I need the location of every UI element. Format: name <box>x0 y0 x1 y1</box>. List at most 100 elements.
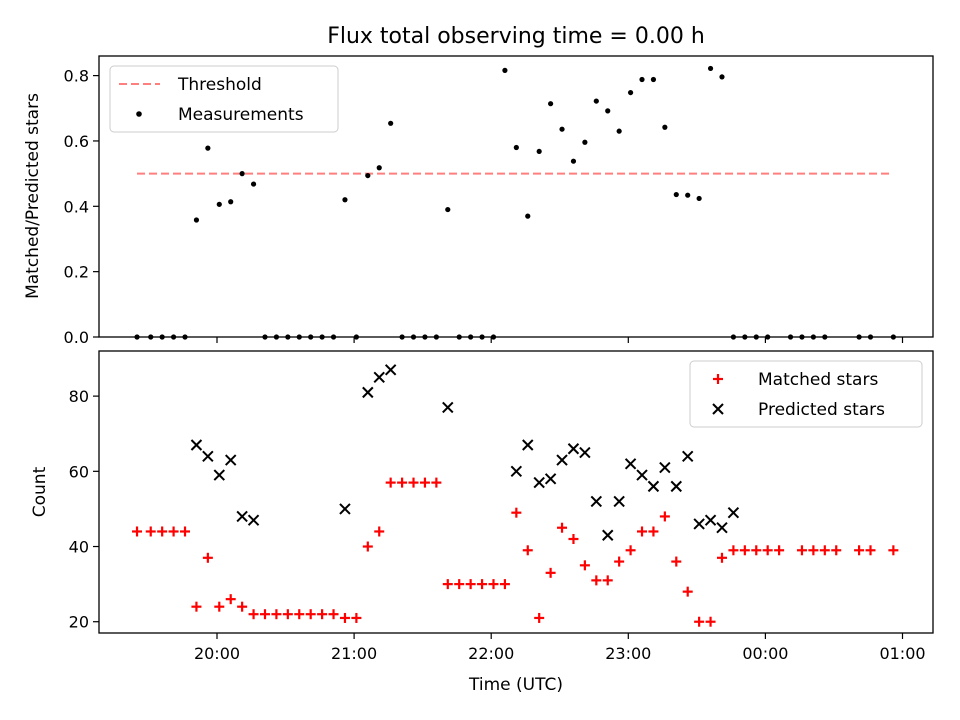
matched-stars-point <box>762 545 773 556</box>
measurement-point <box>616 128 622 134</box>
matched-stars-point <box>648 526 659 537</box>
measurement-point <box>216 201 222 207</box>
matched-stars-point <box>602 575 613 586</box>
predicted-stars-point <box>727 506 740 519</box>
predicted-stars-point <box>670 480 682 493</box>
matched-stars-point <box>328 609 339 620</box>
predicted-stars-point <box>247 514 260 526</box>
y-tick-label: 40 <box>69 538 89 557</box>
predicted-stars-point <box>362 386 374 399</box>
matched-stars-point <box>202 552 213 563</box>
matched-stars-point <box>157 526 168 537</box>
legend-measurements-swatch <box>136 111 142 117</box>
matched-stars-point <box>385 477 396 488</box>
measurement-point <box>525 213 531 219</box>
predicted-stars-point <box>624 458 637 470</box>
predicted-stars-point <box>602 529 614 541</box>
top-axes-frame <box>98 55 934 338</box>
matched-stars-point <box>362 541 373 552</box>
top-legend: Threshold Measurements <box>109 65 339 133</box>
matched-stars-point <box>557 522 568 533</box>
matched-stars-point <box>728 545 739 556</box>
matched-stars-point <box>168 526 179 537</box>
matched-stars-point <box>145 526 156 537</box>
matched-stars-point <box>534 612 545 623</box>
measurement-point <box>365 172 371 179</box>
x-tick-label: 21:00 <box>331 644 377 663</box>
matched-stars-point <box>442 579 453 590</box>
predicted-stars-point <box>556 454 568 466</box>
matched-stars-point <box>751 545 762 556</box>
x-axis-label: Time (UTC) <box>468 675 563 695</box>
measurement-point <box>342 197 348 203</box>
predicted-stars-point <box>190 439 203 451</box>
x-tick-label: 01:00 <box>879 644 925 663</box>
predicted-stars-point <box>693 518 705 530</box>
top-y-axis-label: Matched/Predicted stars <box>23 93 43 299</box>
predicted-stars-point <box>613 495 625 508</box>
legend-matched-swatch <box>713 374 723 384</box>
measurement-point <box>445 206 451 213</box>
predicted-stars-point <box>579 446 591 459</box>
matched-stars-point <box>499 579 510 590</box>
matched-stars-point <box>248 609 259 620</box>
measurement-point <box>685 192 691 198</box>
matched-stars-point <box>831 545 842 556</box>
chart-title: Flux total observing time = 0.00 h <box>327 24 705 49</box>
legend-predicted-swatch <box>712 403 724 415</box>
predicted-stars-point <box>236 510 248 523</box>
y-tick-label: 0.4 <box>64 197 89 216</box>
matched-stars-point <box>488 579 499 590</box>
matched-stars-point <box>854 545 865 556</box>
legend-predicted-label: Predicted stars <box>758 400 885 420</box>
matched-stars-point <box>637 526 648 537</box>
matched-stars-point <box>132 526 143 537</box>
matched-stars-point <box>408 477 419 488</box>
matched-stars-point <box>568 534 579 544</box>
matched-stars-point <box>225 594 236 605</box>
matched-stars-point <box>614 556 625 567</box>
predicted-stars-point <box>213 469 225 481</box>
matched-stars-point <box>705 616 716 627</box>
y-tick-label: 0.8 <box>64 67 89 86</box>
y-tick-label: 80 <box>69 387 89 406</box>
matched-stars-point <box>579 560 590 571</box>
matched-stars-point <box>694 616 705 627</box>
predicted-stars-point <box>590 495 603 508</box>
matched-stars-point <box>659 511 670 522</box>
legend-matched-label: Matched stars <box>758 370 878 390</box>
measurement-point <box>502 67 508 73</box>
measurement-point <box>513 144 519 151</box>
matched-stars-point <box>282 609 293 620</box>
y-tick-label: 0.6 <box>64 132 89 151</box>
measurement-point <box>696 195 702 202</box>
measurement-point <box>239 171 245 177</box>
matched-stars-point <box>271 609 282 620</box>
measurement-point <box>593 98 599 104</box>
measurement-point <box>536 148 542 155</box>
matched-stars-point <box>774 545 785 556</box>
matched-stars-point <box>522 545 533 556</box>
measurement-point <box>662 124 668 130</box>
bottom-legend-box <box>689 360 923 428</box>
bottom-axes: Count Time (UTC) Matched stars Predicted… <box>30 350 934 695</box>
y-tick-label: 60 <box>69 462 89 481</box>
measurement-point <box>250 181 257 187</box>
measurement-point <box>650 76 657 83</box>
matched-stars-point <box>214 601 225 612</box>
predicted-stars-point <box>373 371 385 384</box>
matched-stars-point <box>888 545 899 556</box>
matched-stars-point <box>431 477 442 488</box>
matched-stars-point <box>545 567 556 578</box>
matched-stars-point <box>305 609 316 620</box>
y-tick-label: 20 <box>69 613 89 632</box>
measurement-point <box>228 199 234 205</box>
predicted-stars-point <box>544 473 557 485</box>
measurement-point <box>582 139 588 145</box>
predicted-stars-point <box>522 439 534 451</box>
measurement-point <box>548 101 554 107</box>
predicted-stars-point <box>704 514 717 526</box>
measurement-point <box>627 89 634 96</box>
matched-stars-point <box>625 545 636 556</box>
matched-stars-point <box>419 477 430 488</box>
